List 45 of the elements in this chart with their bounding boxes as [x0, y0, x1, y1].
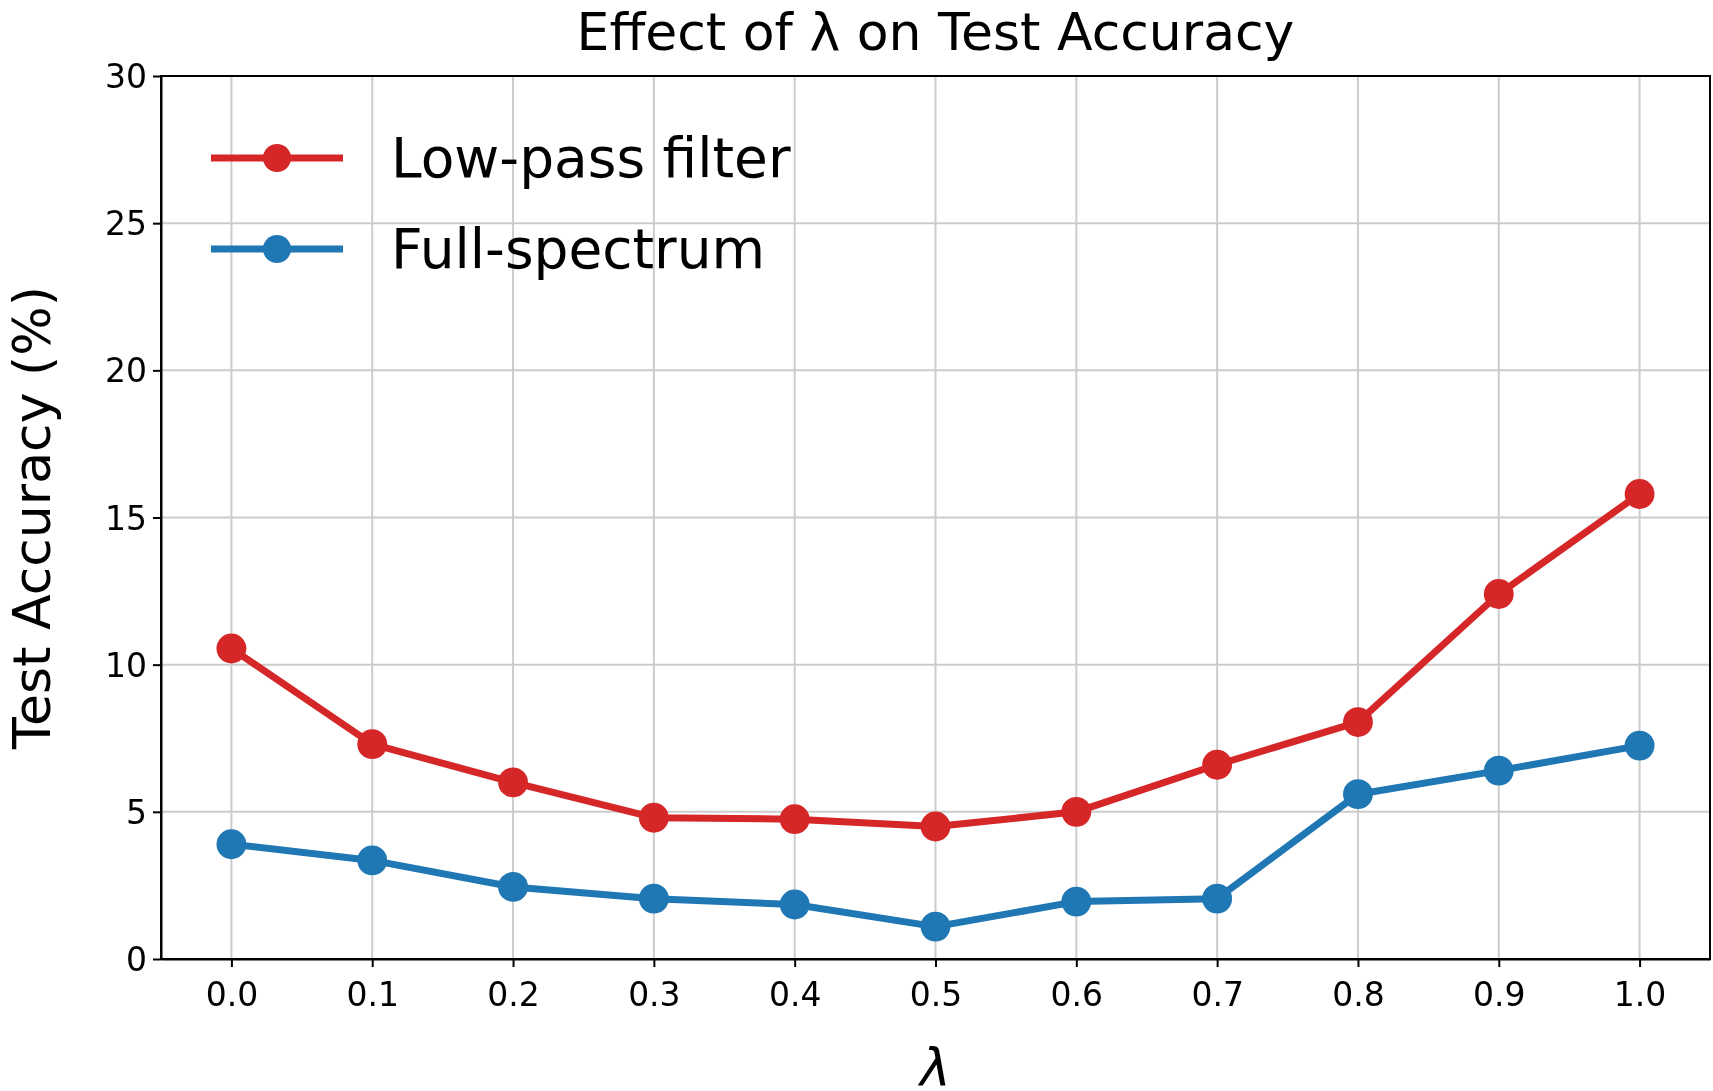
- point: [357, 729, 388, 760]
- point: [1483, 579, 1514, 609]
- point: [779, 804, 810, 835]
- x-tick-label: 0.8: [1332, 975, 1385, 1015]
- x-tick-label: 0.1: [346, 975, 399, 1015]
- x-tick-label: 1.0: [1613, 975, 1667, 1015]
- x-tick-label: 0.0: [205, 975, 259, 1015]
- y-tick-label: 0: [126, 940, 147, 980]
- point: [1202, 749, 1233, 780]
- y-axis-title: Test Accuracy (%): [2, 286, 62, 750]
- x-tick-label: 0.9: [1473, 975, 1526, 1015]
- chart-title: Effect of λ on Test Accuracy: [576, 2, 1295, 62]
- x-tick-label: 0.4: [768, 975, 822, 1015]
- x-tick-label: 0.6: [1050, 975, 1104, 1015]
- point: [1624, 730, 1655, 761]
- point: [357, 845, 388, 876]
- point: [1061, 796, 1092, 827]
- x-tick-label: 0.7: [1191, 975, 1244, 1015]
- y-tick-label: 25: [105, 204, 147, 244]
- point: [1343, 779, 1373, 810]
- point: [1202, 883, 1233, 914]
- legend-label: Full-spectrum: [391, 217, 766, 282]
- y-tick-label: 10: [105, 645, 147, 685]
- point: [779, 889, 810, 920]
- point: [498, 871, 528, 902]
- legend-label: Low-pass filter: [391, 126, 791, 191]
- point: [920, 911, 951, 942]
- point: [638, 883, 669, 914]
- x-tick-label: 0.5: [909, 975, 963, 1015]
- x-axis-title: λ: [917, 1037, 951, 1091]
- y-tick-label: 5: [126, 792, 147, 832]
- y-tick-label: 20: [105, 351, 147, 391]
- point: [498, 767, 528, 798]
- point: [1343, 707, 1373, 737]
- point: [216, 633, 247, 664]
- point: [1624, 479, 1655, 509]
- point: [216, 829, 247, 860]
- point: [1061, 886, 1092, 917]
- x-tick-label: 0.2: [487, 975, 540, 1015]
- point: [920, 811, 951, 842]
- y-tick-label: 15: [105, 498, 147, 538]
- point: [638, 802, 669, 833]
- x-tick-label: 0.3: [628, 975, 681, 1015]
- point: [1483, 755, 1514, 786]
- y-tick-label: 30: [105, 57, 147, 97]
